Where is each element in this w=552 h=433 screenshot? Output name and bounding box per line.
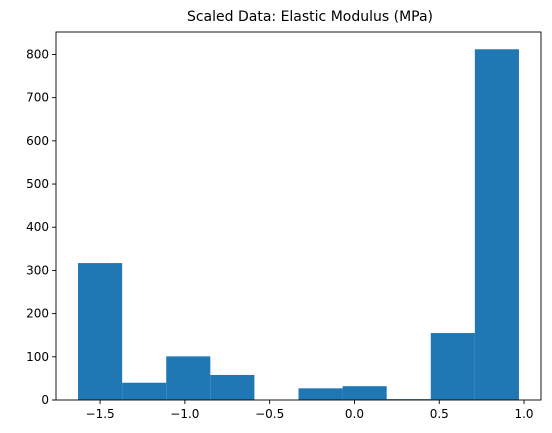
x-tick-label-3: 0.0: [345, 407, 364, 421]
y-axis-ticks: 0 100 200 300 400 500 600 700 800: [26, 47, 56, 407]
y-tick-label-6: 600: [26, 134, 49, 148]
histogram-bar-8: [430, 333, 475, 400]
y-tick-label-3: 300: [26, 263, 49, 277]
histogram-bar-6: [342, 386, 387, 400]
y-tick-label-2: 200: [26, 307, 49, 321]
histogram-bar-3: [210, 374, 255, 400]
y-tick-label-4: 400: [26, 220, 49, 234]
x-tick-label-4: 0.5: [430, 407, 449, 421]
x-tick-label-2: −0.5: [255, 407, 284, 421]
y-tick-label-8: 800: [26, 47, 49, 61]
plot-frame: [55, 31, 542, 401]
histogram-bar-1: [122, 382, 167, 400]
histogram-bar-9: [474, 49, 519, 400]
histogram-bar-0: [78, 263, 123, 400]
x-tick-label-1: −1.0: [170, 407, 199, 421]
y-tick-label-0: 0: [41, 393, 49, 407]
bars-group: [78, 49, 519, 400]
y-tick-label-7: 700: [26, 91, 49, 105]
chart-title: Scaled Data: Elastic Modulus (MPa): [187, 9, 433, 25]
y-tick-label-1: 100: [26, 350, 49, 364]
histogram-bar-5: [298, 388, 343, 400]
y-tick-label-5: 500: [26, 177, 49, 191]
x-axis-ticks: −1.5 −1.0 −0.5 0.0 0.5 1.0: [86, 400, 534, 421]
x-tick-label-0: −1.5: [86, 407, 115, 421]
histogram-bar-2: [166, 356, 211, 400]
x-tick-label-5: 1.0: [514, 407, 533, 421]
